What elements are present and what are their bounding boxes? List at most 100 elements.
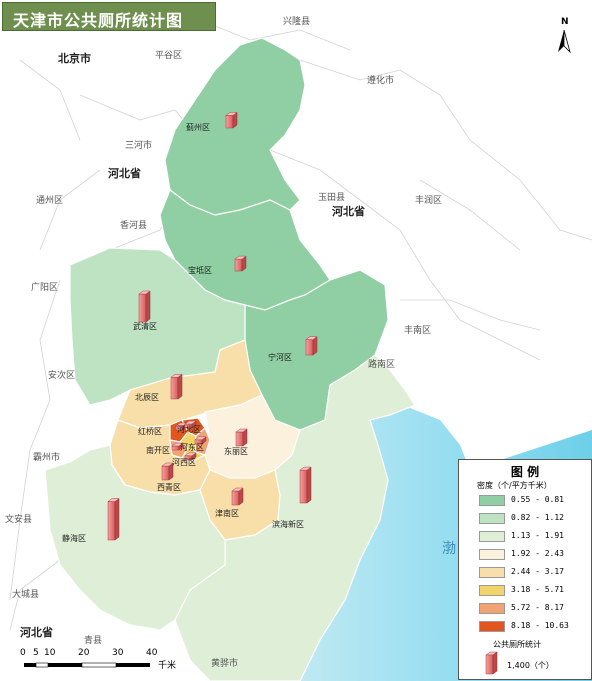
toilet-bar	[161, 462, 174, 481]
district-label: 津南区	[215, 509, 239, 518]
legend-bar-icon	[485, 651, 498, 675]
legend-row: 5.72 - 8.17	[479, 602, 589, 615]
district-label: 宁河区	[268, 353, 292, 362]
ext-label: 文安县	[5, 515, 33, 525]
legend-swatch	[479, 621, 505, 632]
legend-label: 0.55 - 0.81	[511, 495, 564, 504]
legend-label: 1.92 - 2.43	[511, 549, 564, 558]
scale-tick: 40	[146, 648, 158, 658]
legend-swatch	[479, 531, 505, 542]
toilet-bar-front	[138, 293, 147, 323]
district-label: 北辰区	[135, 393, 159, 402]
legend-label: 1.13 - 1.91	[511, 531, 564, 540]
external-boundaries	[9, 19, 592, 631]
legend-swatch	[479, 495, 505, 506]
district-label: 南开区	[146, 446, 170, 455]
scale-tick: 20	[78, 648, 90, 658]
legend-row: 8.18 - 10.63	[479, 620, 589, 633]
toilet-bar-top	[231, 487, 244, 492]
toilet-bar-side	[177, 373, 183, 400]
district-label: 东丽区	[224, 447, 248, 456]
toilet-bar	[138, 290, 151, 323]
district-label: 红桥区	[138, 427, 162, 436]
legend-swatch	[479, 549, 505, 560]
toilet-bar	[299, 466, 312, 504]
legend: 图 例 密度（个/平方千米） 0.55 - 0.81 0.82 - 1.12 1…	[458, 459, 592, 680]
scale-bar-graphic	[24, 662, 150, 668]
toilet-bar	[305, 336, 318, 356]
toilet-bar-front	[161, 465, 170, 481]
toilet-bar-top	[235, 428, 248, 433]
ext-label: 霸州市	[33, 453, 61, 463]
toilet-bar-front	[171, 445, 180, 451]
ext-label: 黄骅市	[211, 659, 239, 669]
legend-row: 0.82 - 1.12	[479, 512, 589, 525]
scale-tick: 0	[20, 648, 26, 658]
district-label: 滨海新区	[272, 520, 304, 529]
toilet-bar-top	[225, 112, 238, 116]
toilet-bar-top	[171, 442, 184, 447]
toilet-bar	[225, 111, 238, 129]
district-hexi	[179, 431, 207, 463]
ext-label: 平谷区	[155, 51, 183, 61]
scale-tick: 5	[33, 648, 39, 658]
toilet-bar-front	[234, 258, 243, 272]
legend-title: 图 例	[510, 465, 540, 479]
district-label: 河北区	[177, 425, 201, 434]
toilet-bar-top	[305, 336, 318, 340]
toilet-bar	[235, 428, 248, 447]
toilet-bar-front	[235, 431, 244, 447]
ext-label: 三河市	[125, 141, 153, 151]
scale-unit: 千米	[158, 661, 177, 671]
scale-bar: 0 5 10 20 30 40 千米	[20, 648, 180, 674]
toilet-bar	[184, 420, 197, 429]
toilet-bar-top	[184, 420, 197, 425]
ext-label: 青县	[84, 636, 103, 646]
north-arrow-icon	[558, 29, 571, 54]
title-box: 天津市公共厕所统计图	[2, 2, 216, 31]
district-label: 河东区	[180, 443, 204, 452]
toilet-bar-front	[305, 339, 314, 356]
toilet-bar-top	[194, 436, 207, 441]
district-binhai	[174, 354, 416, 681]
scale-tick: 30	[112, 648, 124, 658]
toilet-bar-front	[170, 377, 179, 400]
ext-label: 大城县	[12, 590, 40, 600]
ext-label: 广阳区	[31, 283, 59, 293]
scale-tick: 10	[44, 648, 56, 658]
toilet-bar-top	[234, 255, 247, 260]
toilet-bar	[170, 373, 183, 400]
legend-density-heading: 密度（个/平方千米）	[477, 481, 552, 490]
ext-label: 路南区	[368, 360, 396, 370]
toilet-bar	[231, 487, 244, 506]
district-label: 蓟州区	[186, 123, 210, 132]
toilet-bar-front	[107, 501, 116, 541]
ext-label: 香河县	[120, 221, 148, 231]
map-title: 天津市公共厕所统计图	[13, 11, 184, 30]
ext-label: 丰南区	[404, 326, 432, 336]
ext-label: 兴隆县	[283, 17, 311, 27]
ext-label: 丰润区	[415, 196, 443, 206]
toilet-bar	[184, 452, 197, 461]
legend-row: 3.18 - 5.71	[479, 584, 589, 597]
legend-swatch	[479, 513, 505, 524]
toilet-bar-top	[107, 498, 120, 502]
ext-label: 安次区	[48, 371, 76, 381]
north-label: N	[561, 17, 569, 27]
legend-label: 2.44 - 3.17	[511, 567, 564, 576]
legend-swatch	[479, 567, 505, 578]
province-label-hebei-1: 河北省	[108, 167, 141, 180]
legend-row: 0.55 - 0.81	[479, 494, 589, 507]
legend-label: 3.18 - 5.71	[511, 585, 564, 594]
toilet-bar-front	[231, 490, 240, 506]
district-polygons	[44, 37, 416, 681]
ext-label: 遵化市	[367, 76, 395, 86]
toilet-bar-top	[138, 290, 151, 295]
legend-toilet-heading: 公共厕所统计	[493, 640, 541, 649]
toilet-bars	[107, 111, 318, 541]
province-label-hebei-3: 河北省	[20, 626, 53, 639]
province-label-beijing: 北京市	[58, 52, 91, 65]
legend-bar-value: 1,400（个）	[507, 661, 554, 670]
